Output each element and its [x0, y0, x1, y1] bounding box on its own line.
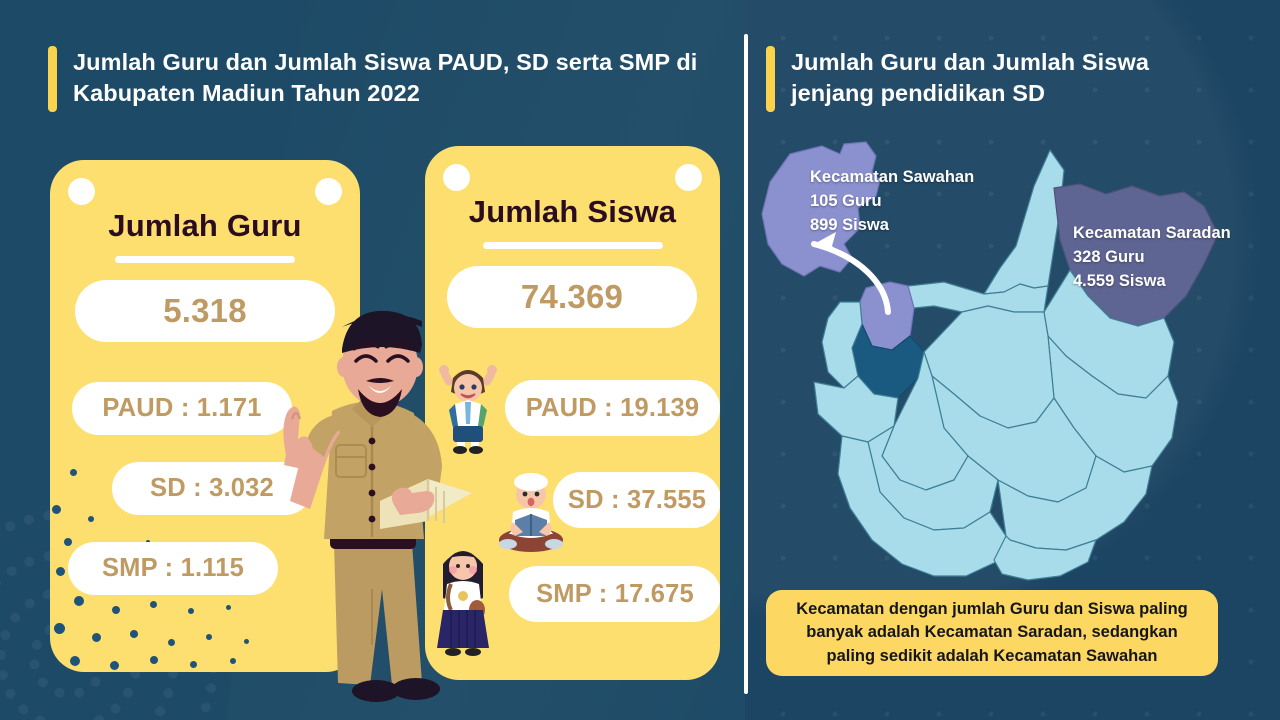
map-label-sawahan-teachers: 105 Guru: [810, 191, 882, 210]
map-label-saradan-teachers: 328 Guru: [1073, 247, 1145, 266]
card-heading-rule: [115, 256, 295, 263]
card-row-sd: SD : 3.032: [112, 462, 312, 515]
district-north-central: [983, 149, 1065, 295]
map-label-sawahan-name: Kecamatan Sawahan: [810, 168, 975, 186]
map-svg: [761, 141, 1219, 581]
card-row-sd: SD : 37.555: [553, 472, 720, 528]
sawahan-pointer-arrowhead: [814, 232, 844, 256]
card-punch-hole-left: [68, 178, 95, 205]
card-punch-hole-right: [315, 178, 342, 205]
page-title-left: Jumlah Guru dan Jumlah Siswa PAUD, SD se…: [73, 49, 698, 107]
right-title-block: Jumlah Guru dan Jumlah Siswa jenjang pen…: [766, 46, 1226, 112]
card-heading: Jumlah Siswa: [468, 194, 677, 229]
vertical-divider: [744, 34, 748, 694]
teacher-illustration: [283, 310, 472, 702]
card-row-smp: SMP : 1.115: [68, 542, 278, 595]
district-kare: [907, 281, 1049, 313]
map-label-saradan-students: 4.559 Siswa: [1073, 271, 1166, 290]
left-title-block: Jumlah Guru dan Jumlah Siswa PAUD, SD se…: [48, 46, 708, 112]
page-title-right: Jumlah Guru dan Jumlah Siswa jenjang pen…: [791, 49, 1149, 107]
card-row-paud: PAUD : 1.171: [72, 382, 292, 435]
card-heading: Jumlah Guru: [108, 208, 302, 243]
map-label-sawahan: Kecamatan Sawahan 105 Guru 899 Siswa: [810, 166, 974, 237]
student-smp-illustration: [437, 551, 489, 656]
card-jumlah-siswa: Jumlah Siswa 74.369 PAUD : 19.139 SD : 3…: [425, 146, 720, 680]
madiun-district-map: Kecamatan Sawahan 105 Guru 899 Siswa Kec…: [748, 136, 1268, 586]
summary-note-text: Kecamatan dengan jumlah Guru dan Siswa p…: [796, 599, 1188, 665]
card-row-smp: SMP : 17.675: [509, 566, 720, 622]
title-accent-bar: [766, 46, 775, 112]
map-label-sawahan-students: 899 Siswa: [810, 215, 889, 234]
card-punch-hole-left: [443, 164, 470, 191]
card-total-value: 5.318: [75, 280, 335, 342]
card-punch-hole-right: [675, 164, 702, 191]
summary-note-box: Kecamatan dengan jumlah Guru dan Siswa p…: [766, 590, 1218, 676]
card-heading-rule: [483, 242, 663, 249]
student-sd-illustration: [499, 473, 563, 552]
title-accent-bar: [48, 46, 57, 112]
card-total-value: 74.369: [447, 266, 697, 328]
map-label-saradan-name: Kecamatan Saradan: [1073, 224, 1231, 242]
district-gemarang: [813, 375, 899, 443]
card-row-paud: PAUD : 19.139: [505, 380, 720, 436]
student-paud-illustration: [439, 365, 497, 454]
district-sawahan-inset: [761, 141, 881, 277]
district-dolopo: [993, 535, 1097, 581]
card-jumlah-guru: Jumlah Guru 5.318 PAUD : 1.171 SD : 3.03…: [50, 160, 360, 672]
map-label-saradan: Kecamatan Saradan 328 Guru 4.559 Siswa: [1073, 222, 1231, 293]
